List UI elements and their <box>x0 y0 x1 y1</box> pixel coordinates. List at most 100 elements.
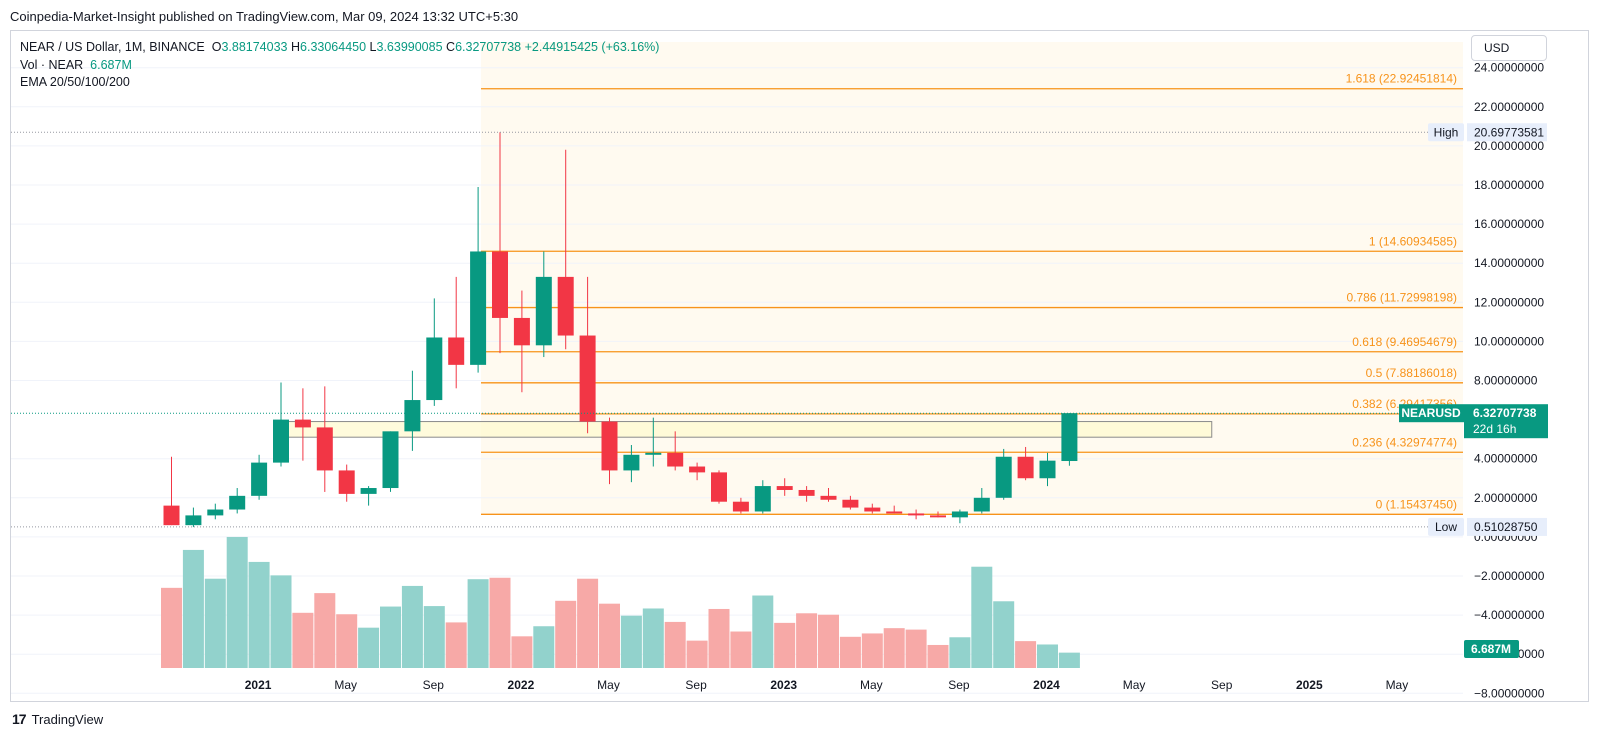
legend-ema-label: EMA 20/50/100/200 <box>20 75 130 89</box>
candle-body <box>448 337 465 365</box>
candle-body <box>1017 456 1034 479</box>
volume-bar <box>905 629 927 668</box>
candle-body <box>601 421 618 471</box>
volume-bar <box>401 585 423 668</box>
candle-body <box>776 486 793 490</box>
chart-frame <box>10 30 1589 702</box>
volume-bar <box>664 621 686 668</box>
price-tick-label: 8.00000000 <box>1474 374 1538 388</box>
time-tick-label: Sep <box>948 678 970 692</box>
fib-level-label: 0 (1.15437450) <box>1376 497 1457 511</box>
candle-body <box>251 462 268 496</box>
candle-body <box>689 466 706 473</box>
price-tick-label: −4.00000000 <box>1474 608 1545 622</box>
legend-volume-row[interactable]: Vol · NEAR 6.687M <box>20 57 659 75</box>
legend-ohlc-row: NEAR / US Dollar, 1M, BINANCE O3.8817403… <box>20 39 659 57</box>
time-tick-label: May <box>1386 678 1409 692</box>
tradingview-footer[interactable]: 17 TradingView <box>12 711 103 727</box>
volume-bar <box>620 615 642 668</box>
candle-body <box>229 495 246 510</box>
volume-bar <box>927 644 949 668</box>
candle-body <box>886 511 903 514</box>
time-tick-label: May <box>334 678 357 692</box>
candle-body <box>470 251 487 365</box>
candle-body <box>426 337 443 401</box>
price-tick-label: 18.00000000 <box>1474 178 1544 192</box>
time-tick-label: 2024 <box>1033 678 1060 692</box>
high-value-bg <box>1467 123 1547 142</box>
candle-body <box>294 419 311 428</box>
candle-body <box>1039 460 1056 479</box>
volume-bar <box>380 606 401 668</box>
legend-close-value: 6.32707738 <box>455 40 522 54</box>
volume-bar <box>248 561 270 668</box>
volume-bar <box>511 636 533 668</box>
price-tick-label: 2.00000000 <box>1474 491 1538 505</box>
high-value-label: 20.69773581 <box>1474 125 1544 139</box>
candle-body <box>951 511 968 518</box>
volume-bar <box>161 587 182 668</box>
volume-bar <box>730 631 752 668</box>
volume-bar <box>204 578 226 668</box>
legend-volume-value: 6.687M <box>90 57 132 72</box>
candle-body <box>732 501 749 512</box>
volume-bar <box>686 640 708 668</box>
volume-bar <box>1015 641 1037 668</box>
volume-bar <box>818 614 839 668</box>
time-tick-label: Sep <box>1211 678 1233 692</box>
volume-bar <box>292 612 314 668</box>
legend-low-value: 3.63990085 <box>376 40 443 54</box>
volume-bar <box>182 549 204 668</box>
fib-level-label: 0.618 (9.46954679) <box>1352 335 1457 349</box>
time-tick-label: May <box>597 678 620 692</box>
candle-body <box>930 515 946 518</box>
candle-body <box>995 456 1012 498</box>
legend-low-label: L <box>369 40 377 54</box>
volume-bar <box>358 627 380 668</box>
candle-body <box>535 276 552 346</box>
volume-bar <box>839 636 861 668</box>
volume-bar <box>423 606 445 668</box>
fib-level-label: 1.618 (22.92451814) <box>1346 72 1457 86</box>
volume-bar <box>577 578 599 668</box>
candle-body <box>820 495 837 500</box>
volume-tag-label: 6.687M <box>1471 642 1511 656</box>
time-tick-label: Sep <box>423 678 445 692</box>
legend-volume-label: Vol · NEAR <box>20 57 84 72</box>
low-tag-bg <box>1428 517 1464 536</box>
candle-body <box>645 452 662 455</box>
price-tick-label: 10.00000000 <box>1474 334 1544 348</box>
candle-body <box>185 515 202 526</box>
candle-body <box>711 472 727 502</box>
volume-bar <box>467 579 489 668</box>
volume-bar <box>752 595 774 668</box>
time-tick-label: May <box>860 678 883 692</box>
published-info: Coinpedia-Market-Insight published on Tr… <box>10 9 519 24</box>
volume-bar <box>971 566 993 668</box>
candle-body <box>163 505 180 526</box>
legend-close-label: C <box>446 40 456 54</box>
candle-body <box>557 276 574 336</box>
currency-button[interactable]: USD <box>1471 35 1547 61</box>
symbol-tag-bg <box>1399 404 1464 423</box>
time-tick-label: Sep <box>685 678 707 692</box>
volume-bar <box>642 608 664 668</box>
last-price-tag-bg <box>1464 404 1548 439</box>
volume-bar <box>993 601 1015 668</box>
time-tick-label: May <box>1123 678 1146 692</box>
low-tag-label: Low <box>1435 520 1457 534</box>
candle-body <box>973 497 990 512</box>
time-tick-label: 2023 <box>770 678 797 692</box>
legend-ema-row[interactable]: EMA 20/50/100/200 <box>20 74 659 92</box>
candle-body <box>1061 413 1078 462</box>
price-tick-label: 12.00000000 <box>1474 295 1544 309</box>
time-tick-label: 2022 <box>508 678 535 692</box>
tradingview-logo-icon: 17 <box>12 711 27 727</box>
fib-level-label: 0.5 (7.88186018) <box>1366 366 1457 380</box>
price-tick-label: −8.00000000 <box>1474 686 1545 700</box>
candle-body <box>316 427 333 471</box>
candle-body <box>798 489 815 496</box>
candle-body <box>207 509 224 516</box>
candle-body <box>667 452 684 467</box>
